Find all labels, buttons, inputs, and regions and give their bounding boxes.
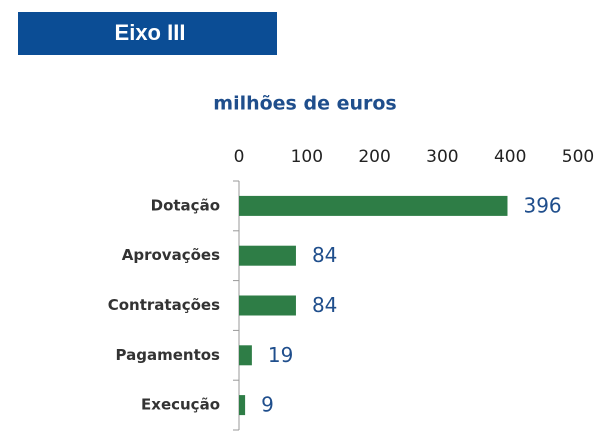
bar — [239, 345, 252, 366]
value-label: 396 — [523, 193, 561, 217]
value-label: 19 — [268, 343, 293, 367]
x-tick-label: 300 — [426, 147, 458, 167]
value-label: 9 — [261, 393, 274, 417]
y-tick-label: Dotação — [151, 196, 220, 214]
bar — [239, 395, 246, 416]
y-tick-label: Aprovações — [122, 246, 220, 264]
y-tick-label: Contratações — [108, 296, 220, 314]
bar — [239, 195, 508, 216]
header-title: Eixo III — [115, 20, 186, 45]
bar — [239, 245, 296, 266]
y-tick-label: Execução — [141, 396, 220, 414]
chart-title: milhões de euros — [213, 93, 396, 115]
value-label: 84 — [312, 243, 337, 267]
header-box — [18, 12, 277, 55]
x-tick-label: 500 — [562, 147, 594, 167]
y-tick-label: Pagamentos — [116, 346, 221, 364]
x-tick-label: 200 — [358, 147, 390, 167]
x-tick-label: 100 — [291, 147, 323, 167]
x-tick-label: 0 — [234, 147, 245, 167]
bar — [239, 295, 296, 316]
x-tick-label: 400 — [494, 147, 526, 167]
value-label: 84 — [312, 293, 337, 317]
